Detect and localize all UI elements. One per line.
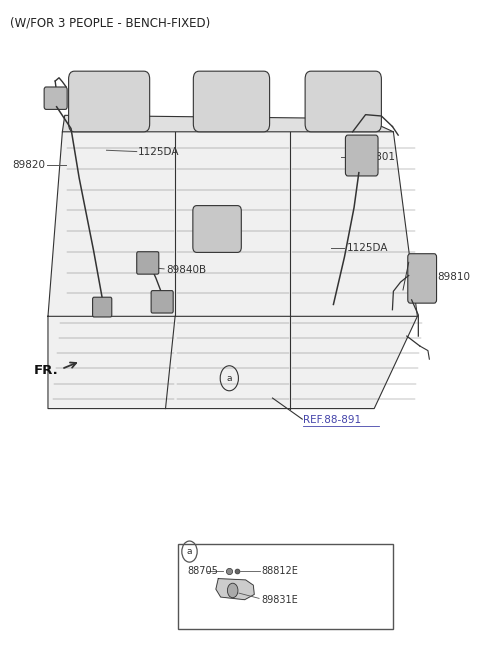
Polygon shape — [62, 115, 394, 132]
FancyBboxPatch shape — [408, 254, 436, 303]
Text: a: a — [227, 374, 232, 383]
Polygon shape — [48, 316, 418, 409]
FancyBboxPatch shape — [44, 87, 67, 109]
Text: (W/FOR 3 PEOPLE - BENCH-FIXED): (W/FOR 3 PEOPLE - BENCH-FIXED) — [10, 16, 210, 30]
Text: 89810: 89810 — [437, 272, 470, 282]
Circle shape — [228, 583, 238, 598]
FancyBboxPatch shape — [193, 206, 241, 252]
Text: 89820: 89820 — [12, 159, 45, 170]
FancyBboxPatch shape — [193, 71, 270, 132]
FancyBboxPatch shape — [69, 71, 150, 132]
FancyBboxPatch shape — [151, 291, 173, 313]
Text: 89801: 89801 — [363, 152, 396, 162]
Bar — [178, 544, 394, 629]
Text: REF.88-891: REF.88-891 — [303, 415, 361, 426]
Text: 1125DA: 1125DA — [138, 146, 180, 157]
Text: a: a — [187, 547, 192, 556]
Text: 1125DA: 1125DA — [347, 243, 388, 253]
FancyBboxPatch shape — [137, 252, 159, 274]
Text: 89840B: 89840B — [166, 265, 206, 275]
FancyBboxPatch shape — [93, 297, 112, 317]
FancyBboxPatch shape — [346, 135, 378, 176]
Text: FR.: FR. — [34, 364, 59, 377]
FancyBboxPatch shape — [305, 71, 382, 132]
Polygon shape — [216, 579, 254, 600]
Text: 88705: 88705 — [187, 566, 218, 577]
Text: 88812E: 88812E — [262, 565, 299, 576]
Text: 89831E: 89831E — [262, 595, 298, 606]
Polygon shape — [48, 132, 418, 316]
